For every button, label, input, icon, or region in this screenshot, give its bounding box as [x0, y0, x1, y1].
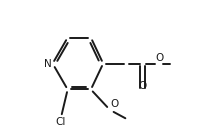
Text: N: N	[44, 59, 51, 69]
Text: Cl: Cl	[56, 117, 66, 128]
Text: O: O	[111, 99, 119, 109]
Text: O: O	[155, 53, 163, 63]
Text: O: O	[139, 81, 147, 91]
